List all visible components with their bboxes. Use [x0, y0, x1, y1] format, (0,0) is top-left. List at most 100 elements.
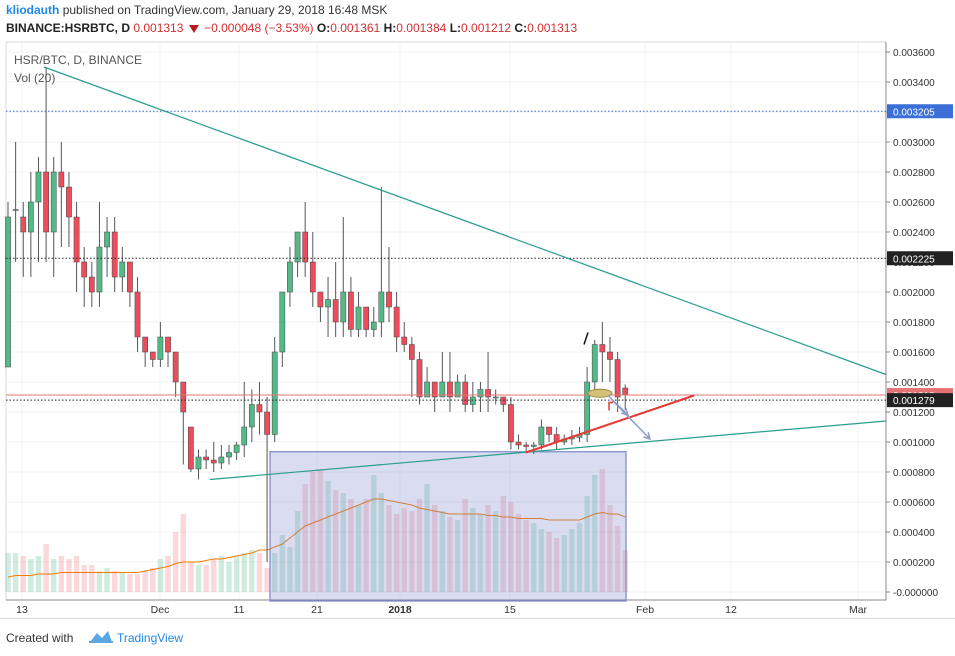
y-tick-label: 0.001400 [893, 378, 935, 389]
y-tick-label: 0.002600 [893, 198, 935, 209]
volume-bar [211, 559, 217, 592]
volume-bar [272, 553, 278, 592]
candle-body [66, 186, 72, 218]
volume-bar [355, 505, 362, 592]
projection-arrow-line [611, 399, 651, 440]
y-tick-label: -0.000000 [893, 588, 938, 599]
candle-body [172, 351, 179, 383]
candle-body [188, 426, 194, 470]
volume-bar [73, 556, 80, 592]
candle-body [241, 426, 248, 446]
low-label: L: [449, 21, 462, 35]
candle-body [73, 216, 80, 263]
tradingview-brand-link[interactable]: TradingView [117, 631, 184, 645]
candle-body [309, 261, 316, 293]
volume-bar [287, 547, 293, 592]
candle-body [485, 389, 491, 398]
open-value: 0.001361 [330, 21, 381, 35]
volume-bar [348, 499, 354, 592]
y-tick-label: 0.001200 [893, 408, 935, 419]
volume-ma-line [7, 498, 626, 578]
y-tick-label: 0.003400 [893, 78, 935, 89]
volume-bar [409, 511, 415, 592]
volume-bar [203, 565, 209, 592]
candle-body [264, 411, 270, 435]
candle-body [530, 444, 537, 447]
down-arrow-icon [188, 24, 199, 33]
candle-body [195, 456, 202, 470]
volume-bar [371, 475, 377, 592]
volume-bar [233, 556, 240, 592]
volume-bar [249, 550, 255, 592]
candle-body [165, 336, 171, 353]
tick-mark-annotation [583, 332, 589, 345]
candle-body [157, 336, 164, 360]
highlight-ellipse [587, 388, 613, 398]
volume-bar [89, 565, 95, 592]
y-tick-label: 0.001600 [893, 348, 935, 359]
candle-body [424, 381, 430, 398]
volume-bar [500, 496, 506, 592]
volume-bar [317, 469, 324, 592]
volume-bar [592, 475, 598, 592]
volume-bar [462, 499, 468, 592]
candle-body [127, 261, 133, 293]
price-chart[interactable]: 0.0036000.0034000.0032000.0030000.002800… [0, 40, 955, 618]
y-tick-label: 0.003000 [893, 138, 935, 149]
x-tick-label: 15 [504, 604, 516, 616]
candle-body [500, 396, 507, 405]
candle-body [20, 216, 27, 233]
last-price: 0.001313 [133, 21, 184, 35]
publish-line: kliodauth published on TradingView.com, … [6, 3, 387, 17]
candle-body [340, 291, 347, 323]
candle-body [348, 291, 354, 330]
author-name[interactable]: kliodauth [6, 3, 60, 17]
volume-bar [134, 574, 141, 592]
candle-body [218, 456, 225, 464]
volume-bar [386, 505, 392, 592]
projection-arrow-head-icon [621, 408, 630, 417]
candle-body [508, 404, 514, 443]
volume-bar [614, 526, 621, 592]
trendline-descending-resistance [43, 66, 887, 376]
volume-bar [279, 535, 286, 592]
footer: Created with TradingView [0, 618, 955, 656]
candle-body [96, 246, 103, 293]
candle-body [591, 344, 598, 383]
volume-bar [523, 520, 529, 592]
volume-bar [119, 572, 125, 592]
volume-bar [195, 565, 202, 592]
candle-body [248, 404, 255, 428]
candle-body [386, 291, 392, 308]
volume-bar [172, 532, 179, 592]
projection-arrow-head-icon [643, 432, 652, 441]
x-tick-label: 12 [725, 604, 737, 616]
candle-body [401, 336, 408, 345]
volume-bar [310, 472, 316, 592]
x-tick-label: 13 [16, 604, 28, 616]
candle-body [370, 321, 377, 330]
candle-body [477, 389, 484, 398]
y-tick-label: 0.002800 [893, 168, 935, 179]
candle-body [302, 231, 309, 263]
price-level-tag [887, 393, 953, 408]
y-tick-label: 0.000200 [893, 558, 935, 569]
volume-bar [584, 496, 590, 592]
volume-bar [576, 523, 583, 592]
y-tick-label: 0.001800 [893, 318, 935, 329]
candle-body [58, 171, 65, 188]
volume-bar [43, 544, 49, 592]
volume-bar [20, 556, 26, 592]
price-change: −0.000048 (−3.53%) [204, 21, 314, 35]
volume-bar [218, 556, 225, 592]
volume-bar [416, 499, 423, 592]
candle-body [203, 456, 209, 461]
candle-body [43, 171, 49, 233]
tradingview-logo-icon[interactable] [88, 628, 114, 644]
volume-bar [150, 568, 156, 592]
volume-bar [127, 574, 133, 592]
candle-body [119, 261, 126, 278]
candle-body [180, 381, 187, 413]
candle-body [332, 299, 339, 323]
candle-body [546, 426, 552, 435]
